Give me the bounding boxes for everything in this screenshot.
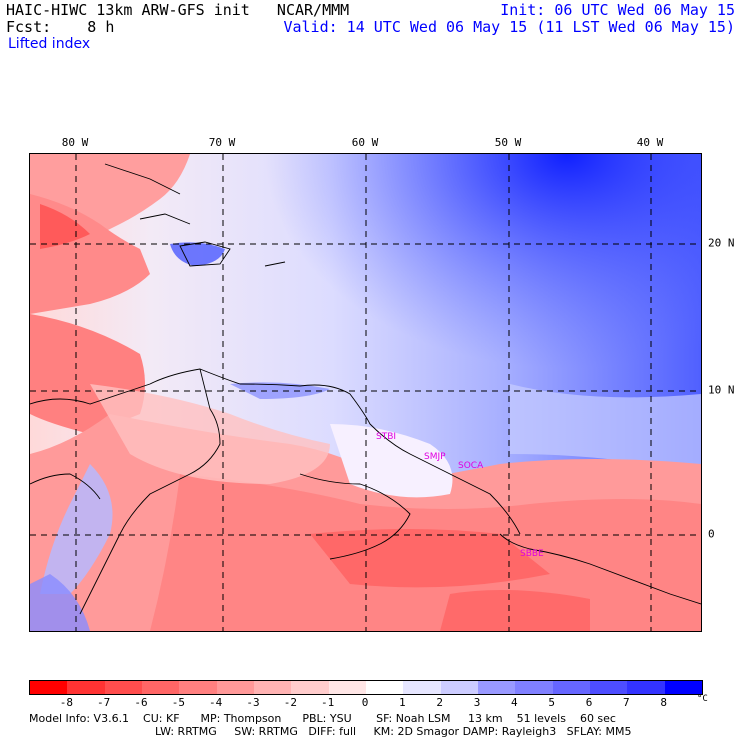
- colorbar-swatch: [552, 681, 590, 694]
- colorbar-swatch: [589, 681, 628, 694]
- model-info-line1: Model Info: V3.6.1 CU: KF MP: Thompson P…: [29, 712, 616, 725]
- colorbar-tick-label: -4: [209, 696, 223, 709]
- colorbar-swatch: [291, 681, 329, 694]
- station-smjp: SMJP: [424, 452, 446, 462]
- colorbar-swatch: [328, 681, 366, 694]
- colorbar-swatch: [627, 681, 665, 694]
- forecast-hour: Fcst: 8 h: [6, 18, 115, 36]
- colorbar-swatch: [515, 681, 553, 694]
- lon-label-60w: 60 W: [351, 136, 379, 149]
- colorbar-swatch: [253, 681, 292, 694]
- colorbar-swatch: [403, 681, 441, 694]
- colorbar-tick-label: -3: [246, 696, 260, 709]
- colorbar-swatch: [365, 681, 404, 694]
- colorbar-tick-label: -8: [59, 696, 73, 709]
- lifted-index-map[interactable]: STBI SMJP SOCA SBBE: [29, 153, 702, 632]
- colorbar-tick-label: 6: [585, 696, 593, 709]
- colorbar-tick-label: -6: [134, 696, 148, 709]
- lat-label-0: 0: [708, 527, 715, 541]
- lon-label-70w: 70 W: [208, 136, 236, 149]
- colorbar-tick-label: -1: [321, 696, 335, 709]
- colorbar-swatch: [477, 681, 516, 694]
- colorbar-swatch: [179, 681, 217, 694]
- colorbar-tick-label: -7: [97, 696, 111, 709]
- colorbar-tick-label: 8: [660, 696, 667, 709]
- graticule: [30, 154, 701, 631]
- colorbar-tick-label: 3: [473, 696, 481, 709]
- lat-label-10n: 10 N: [708, 383, 735, 397]
- colorbar-tick-label: -2: [283, 696, 297, 709]
- colorbar-tick-label: 0: [361, 696, 369, 709]
- lon-label-50w: 50 W: [494, 136, 522, 149]
- colorbar-unit: °C: [697, 694, 708, 704]
- colorbar-swatch: [67, 681, 105, 694]
- colorbar-swatch: [440, 681, 478, 694]
- colorbar: [29, 680, 703, 695]
- colorbar-swatch: [30, 681, 68, 694]
- colorbar-tick-label: 5: [548, 696, 555, 709]
- colorbar-swatch: [216, 681, 254, 694]
- init-time: Init: 06 UTC Wed 06 May 15: [500, 1, 735, 19]
- map-canvas: [30, 154, 701, 631]
- field-name: Lifted index: [8, 36, 91, 52]
- colorbar-swatch: [664, 681, 702, 694]
- colorbar-tick-label: 1: [399, 696, 406, 709]
- valid-time: Valid: 14 UTC Wed 06 May 15 (11 LST Wed …: [283, 18, 735, 36]
- lon-label-80w: 80 W: [61, 136, 89, 149]
- coastlines: [30, 163, 701, 615]
- colorbar-swatch: [104, 681, 142, 694]
- colorbar-swatch: [141, 681, 180, 694]
- colorbar-tick-label: 7: [623, 696, 630, 709]
- lat-label-20n: 20 N: [708, 236, 735, 250]
- colorbar-tick-label: 2: [436, 696, 443, 709]
- station-soca: SOCA: [458, 461, 484, 471]
- lon-label-40w: 40 W: [636, 136, 664, 149]
- station-sbbe: SBBE: [520, 549, 544, 559]
- model-title: HAIC-HIWC 13km ARW-GFS init NCAR/MMM: [6, 1, 350, 19]
- station-stbi: STBI: [376, 432, 397, 442]
- colorbar-tick-label: -5: [171, 696, 185, 709]
- colorbar-tick-label: 4: [511, 696, 518, 709]
- model-info-line2: LW: RRTMG SW: RRTMG DIFF: full KM: 2D Sm…: [155, 725, 632, 738]
